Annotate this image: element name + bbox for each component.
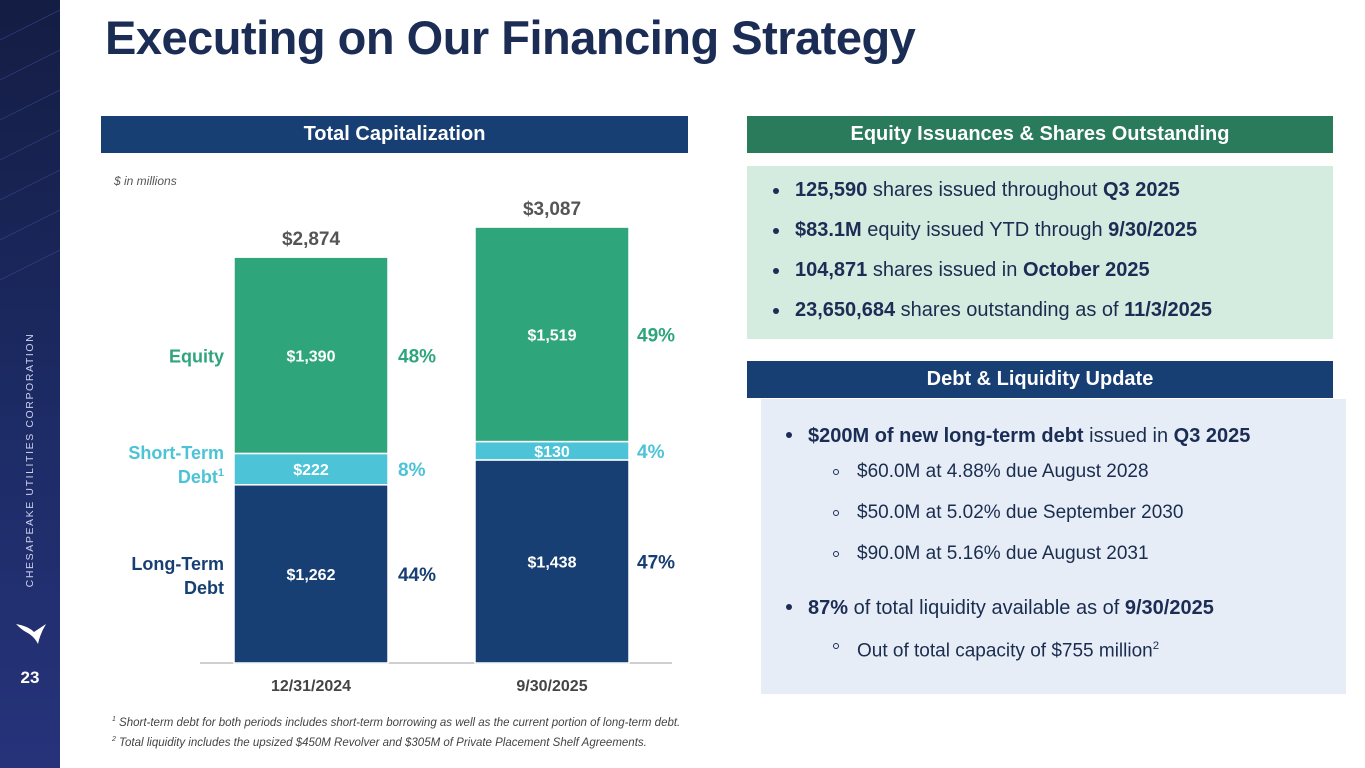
debt-subitem: Out of total capacity of $755 million2: [786, 633, 1250, 664]
equity-item: 23,650,684 shares outstanding as of 11/3…: [773, 297, 1212, 337]
x-tick-label: 12/31/2024: [271, 678, 351, 695]
bar-short-term-debt-0: [233, 452, 389, 486]
equity-header: Equity Issuances & Shares Outstanding: [747, 116, 1333, 153]
company-name-vertical: CHESAPEAKE UTILITIES CORPORATION: [24, 332, 36, 588]
debt-item-liquidity: 87% of total liquidity available as of 9…: [786, 593, 1250, 623]
units-note: $ in millions: [114, 174, 177, 188]
equity-item: 104,871 shares issued in October 2025: [773, 257, 1212, 297]
bar-equity-1: [474, 226, 630, 443]
sidebar-pattern: [0, 9, 60, 281]
legend-short-term-debt-text: Debt: [178, 467, 218, 487]
legend-long-term-debt-line1: Long-Term: [131, 554, 224, 574]
debt-box: [761, 399, 1346, 694]
legend-short-term-debt-line1: Short-Term: [128, 443, 224, 463]
legend-short-term-debt-line2: Debt1: [178, 467, 224, 487]
bar-value-label: $1,438: [528, 554, 577, 571]
equity-item: 125,590 shares issued throughout Q3 2025: [773, 177, 1212, 217]
bar-value-label: $1,390: [287, 348, 336, 365]
debt-subitem: $90.0M at 5.16% due August 2031: [786, 541, 1250, 567]
debt-list: $200M of new long-term debt issued in Q3…: [786, 421, 1250, 664]
debt-liquidity-header: Debt & Liquidity Update: [747, 361, 1333, 398]
sidebar: CHESAPEAKE UTILITIES CORPORATION 23: [0, 0, 60, 768]
capitalization-chart: $1,262 44% $222 8% $1,390 48% $2,874 12/31/2024…: [128, 199, 675, 695]
legend-equity: Equity: [169, 346, 224, 366]
bar-long-term-debt-0: [233, 484, 389, 664]
bar-value-label: $1,262: [287, 567, 336, 584]
percent-label: 48%: [398, 346, 436, 367]
bar-value-label: $222: [293, 462, 329, 479]
equity-item: $83.1M equity issued YTD through 9/30/20…: [773, 217, 1212, 257]
percent-label: 49%: [637, 325, 675, 346]
bar-equity-0: [233, 256, 389, 455]
percent-label: 4%: [637, 442, 665, 463]
footnote-2: 2 Total liquidity includes the upsized $…: [112, 736, 647, 749]
debt-subitem: $50.0M at 5.02% due September 2030: [786, 500, 1250, 526]
percent-label: 47%: [637, 552, 675, 573]
x-tick-label: 9/30/2025: [516, 678, 587, 695]
percent-label: 44%: [398, 565, 436, 586]
equity-box: [747, 166, 1333, 339]
percent-label: 8%: [398, 460, 426, 481]
total-capitalization-header: Total Capitalization: [101, 116, 688, 153]
bar-total-label: $3,087: [523, 199, 581, 220]
bar-value-label: $130: [534, 444, 570, 461]
legend-long-term-debt-line2: Debt: [184, 578, 224, 598]
company-logo-icon: [16, 624, 46, 644]
bar-value-label: $1,519: [528, 327, 577, 344]
page-title: Executing on Our Financing Strategy: [105, 11, 916, 64]
debt-item-new-debt: $200M of new long-term debt issued in Q3…: [786, 421, 1250, 451]
legend-footnote-marker: 1: [218, 467, 224, 479]
equity-list: 125,590 shares issued throughout Q3 2025…: [773, 177, 1212, 337]
footnote-1: 1 Short-term debt for both periods inclu…: [112, 716, 681, 729]
page-number: 23: [20, 668, 40, 687]
debt-subitem: $60.0M at 4.88% due August 2028: [786, 459, 1250, 485]
bar-total-label: $2,874: [282, 229, 341, 250]
